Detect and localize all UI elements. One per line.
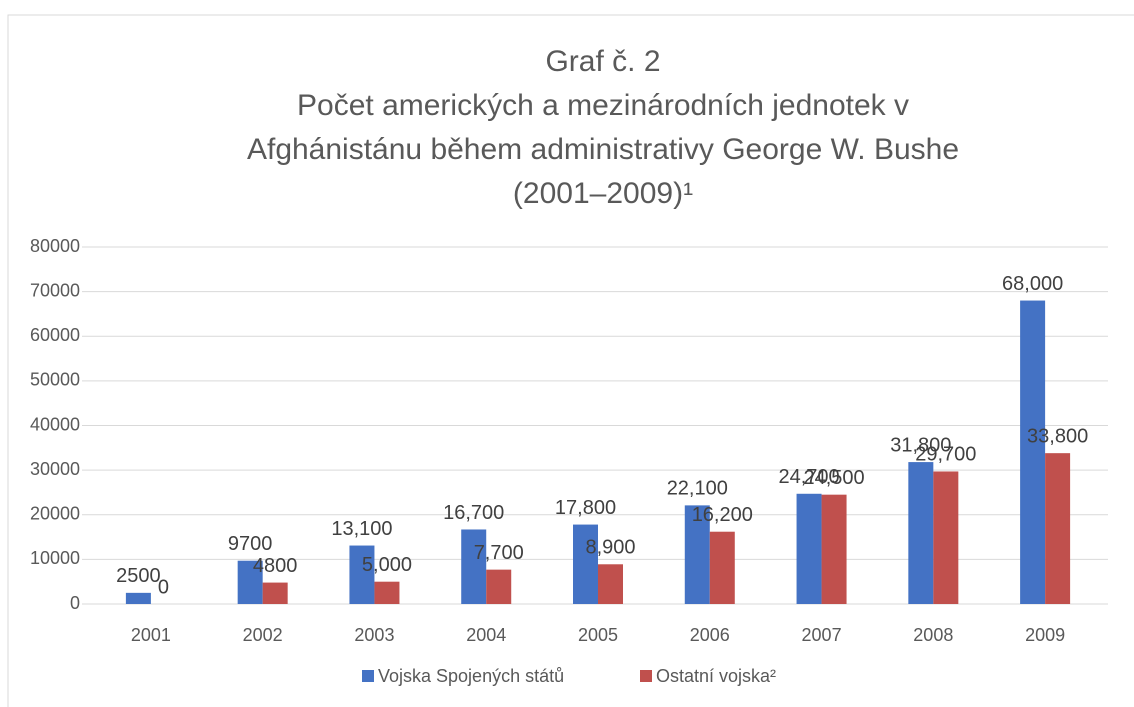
data-label: 68,000 — [1002, 273, 1063, 295]
bar — [598, 564, 623, 604]
bar — [908, 462, 934, 604]
y-tick-label: 70000 — [30, 280, 80, 300]
y-tick-label: 50000 — [30, 370, 80, 390]
data-label: 5,000 — [362, 554, 412, 576]
y-tick-label: 0 — [70, 593, 80, 613]
bar — [349, 545, 375, 604]
bar — [262, 582, 288, 604]
data-label: 17,800 — [555, 497, 616, 519]
data-label: 9700 — [228, 533, 273, 555]
bar — [684, 505, 710, 604]
legend-label: Vojska Spojených států — [378, 666, 564, 686]
x-tick-label: 2008 — [913, 625, 953, 645]
data-label: 22,100 — [667, 478, 728, 500]
bar — [125, 592, 151, 604]
bar — [374, 581, 400, 604]
x-tick-label: 2009 — [1025, 625, 1065, 645]
x-tick-label: 2003 — [354, 625, 394, 645]
x-tick-label: 2002 — [243, 625, 283, 645]
data-label: 4800 — [253, 555, 298, 577]
bar — [821, 494, 847, 604]
x-tick-label: 2005 — [578, 625, 618, 645]
y-tick-label: 40000 — [30, 414, 80, 434]
y-tick-label: 80000 — [30, 236, 80, 256]
legend-label: Ostatní vojska² — [656, 666, 776, 686]
bar — [1045, 453, 1071, 604]
x-tick-label: 2006 — [690, 625, 730, 645]
data-label: 2500 — [116, 565, 161, 587]
data-label: 7,700 — [474, 542, 524, 564]
y-tick-label: 20000 — [30, 504, 80, 524]
legend-swatch — [362, 670, 374, 682]
data-label: 8,900 — [585, 537, 635, 559]
data-label: 24,500 — [803, 467, 864, 489]
bar — [709, 531, 735, 604]
bar — [796, 493, 822, 604]
bar — [933, 471, 959, 604]
chart-title: (2001–2009)¹ — [513, 177, 693, 210]
chart-title: Afghánistánu během administrativy George… — [247, 133, 959, 166]
bar — [461, 529, 487, 604]
y-tick-label: 60000 — [30, 325, 80, 345]
x-tick-label: 2004 — [466, 625, 506, 645]
data-label: 33,800 — [1027, 425, 1088, 447]
bar — [237, 560, 263, 604]
legend-swatch — [640, 670, 652, 682]
bar — [573, 524, 598, 604]
chart-title: Počet amerických a mezinárodních jednote… — [297, 89, 909, 122]
x-tick-label: 2001 — [131, 625, 171, 645]
x-tick-label: 2007 — [802, 625, 842, 645]
chart-title: Graf č. 2 — [545, 45, 660, 78]
data-label: 16,200 — [692, 504, 753, 526]
data-label: 29,700 — [915, 444, 976, 466]
chart-border — [7, 14, 1134, 707]
bar — [486, 569, 512, 604]
data-label: 16,700 — [443, 502, 504, 524]
y-tick-label: 30000 — [30, 459, 80, 479]
data-label: 0 — [158, 576, 169, 598]
y-tick-label: 10000 — [30, 548, 80, 568]
bar — [1020, 300, 1046, 604]
data-label: 24,700 — [778, 466, 839, 488]
data-label: 13,100 — [331, 518, 392, 540]
data-label: 31,800 — [890, 434, 951, 456]
